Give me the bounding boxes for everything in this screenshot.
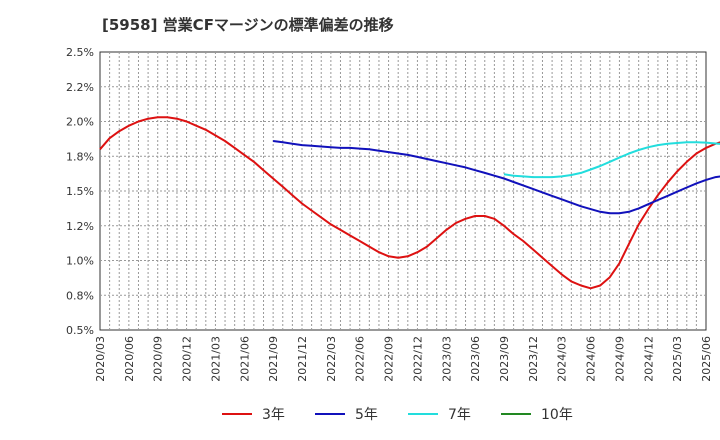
x-tick-label: 2021/06 [238,336,251,382]
grid [100,52,706,330]
chart-title: [5958] 営業CFマージンの標準偏差の推移 [102,16,394,34]
legend-label: 10年 [541,407,573,423]
series-line-0 [99,116,720,290]
x-tick-label: 2025/03 [671,336,684,382]
y-axis: 0.5% 0.8% 1.0% 1.2% 1.5% 1.8% 2.0% 2.2% 2.5% [66,46,94,337]
x-tick-label: 2022/12 [411,336,424,382]
x-tick-label: 2023/12 [527,336,540,382]
legend-label: 7年 [448,407,471,423]
x-tick-label: 2021/12 [296,336,309,382]
x-tick-label: 2021/09 [267,336,280,382]
legend-label: 3年 [262,407,285,423]
x-tick-label: 2020/03 [94,336,107,382]
series-line-1 [272,140,720,215]
x-tick-label: 2020/06 [123,336,136,382]
x-tick-label: 2021/03 [209,336,222,382]
y-tick-label: 1.0% [66,255,94,268]
legend: 3年 5年 7年 10年 [222,407,573,423]
x-tick-label: 2024/09 [613,336,626,382]
x-tick-label: 2022/09 [383,336,396,382]
y-tick-label: 0.8% [66,289,94,302]
x-tick-label: 2023/03 [440,336,453,382]
x-tick-label: 2024/06 [585,336,598,382]
y-tick-label: 1.2% [66,220,94,233]
x-tick-label: 2024/03 [556,336,569,382]
x-tick-label: 2025/06 [700,336,713,382]
x-tick-label: 2023/09 [498,336,511,382]
y-tick-label: 1.8% [66,150,94,163]
x-tick-label: 2023/06 [469,336,482,382]
y-tick-label: 1.5% [66,185,94,198]
legend-label: 5年 [355,407,378,423]
y-tick-label: 2.2% [66,81,94,94]
x-axis: 2020/03 2020/06 2020/09 2020/12 2021/03 2021/… [94,336,713,382]
series-lines [99,116,720,290]
x-tick-label: 2024/12 [642,336,655,382]
x-tick-label: 2020/12 [181,336,194,382]
plot-area [99,51,707,331]
x-tick-label: 2022/06 [354,336,367,382]
x-tick-label: 2022/03 [325,336,338,382]
series-line-2 [503,141,720,179]
y-tick-label: 0.5% [66,324,94,337]
y-tick-label: 2.0% [66,116,94,129]
y-tick-label: 2.5% [66,46,94,59]
x-tick-label: 2020/09 [152,336,165,382]
